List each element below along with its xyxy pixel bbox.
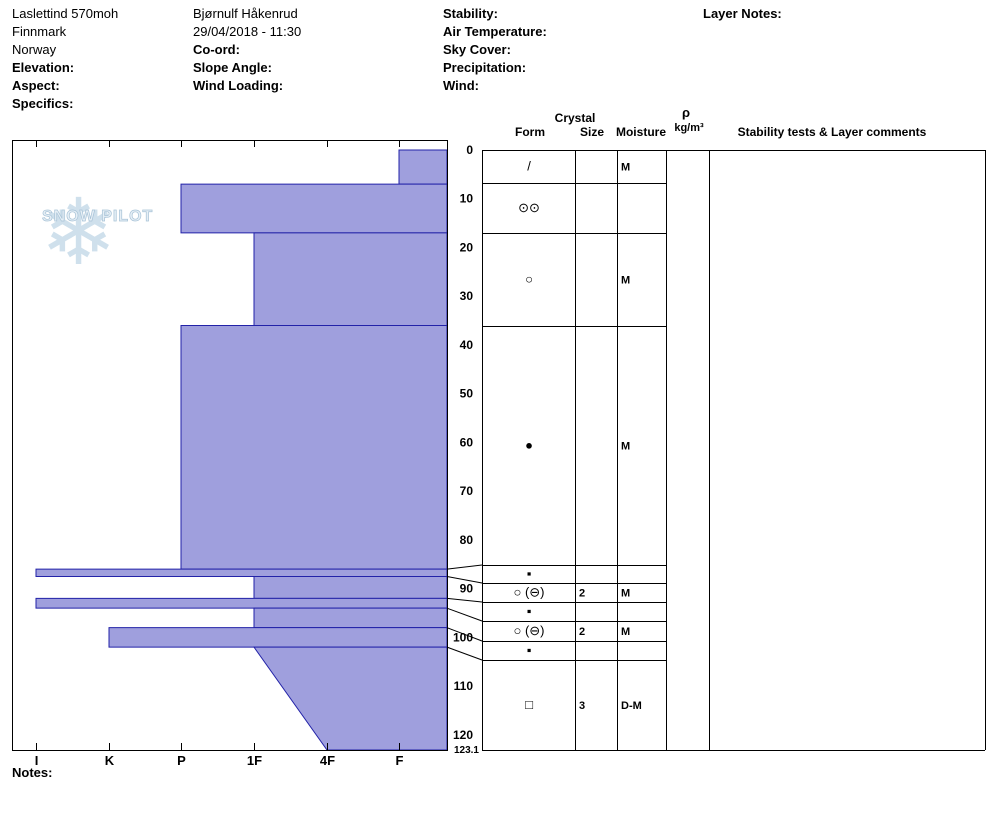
stability-tests-header: Stability tests & Layer comments <box>738 125 927 139</box>
depth-axis-label: 110 <box>454 679 474 693</box>
moisture-value: M <box>621 275 630 287</box>
depth-axis-label: 70 <box>460 484 474 498</box>
snow-layer-8 <box>108 627 448 648</box>
grain-size-value: 2 <box>579 588 585 600</box>
leader-line <box>446 646 483 661</box>
snow-layer-2 <box>253 232 448 326</box>
leader-line <box>446 575 483 584</box>
grain-form-symbol: ⊙⊙ <box>518 200 540 215</box>
notes-label: Notes: <box>12 765 53 780</box>
depth-axis-label: 120 <box>453 728 473 742</box>
hardness-axis-label: 1F <box>247 753 262 768</box>
site-region: Finnmark <box>12 24 67 39</box>
observer-name: Bjørnulf Håkenrud <box>193 6 298 21</box>
depth-axis-label: 50 <box>460 387 474 401</box>
snow-layer-5 <box>253 575 448 599</box>
wind-loading-label: Wind Loading: <box>193 78 284 93</box>
depth-axis-label: 30 <box>460 289 474 303</box>
density-header: ρ <box>682 105 690 120</box>
snow-layer-4 <box>35 568 448 577</box>
form-header: Form <box>515 125 545 139</box>
grain-form-symbol: □ <box>525 697 533 712</box>
thin-layer-leader-lines <box>446 564 483 661</box>
layer-notes-column: Layer Notes: <box>703 5 782 23</box>
grain-form-symbol: ○ <box>525 272 533 287</box>
grain-form-symbol: / <box>527 159 531 174</box>
coord-label: Co-ord: <box>193 42 240 57</box>
leader-line <box>446 627 483 642</box>
hardness-axis-label: 4F <box>320 753 335 768</box>
depth-axis-label: 90 <box>460 582 474 596</box>
wind-label: Wind: <box>443 78 479 93</box>
crystal-table: / M ⊙⊙ ○ M ● M ▪ ○ (⊖) 2 M ▪ ○ (⊖) 2 M ▪ □ 3 D-M <box>482 150 986 751</box>
stability-label: Stability: <box>443 6 498 21</box>
snow-layer-9 <box>253 646 448 751</box>
grain-form-symbol: ▪ <box>527 566 532 581</box>
grain-size-value: 2 <box>579 626 585 638</box>
observation-datetime: 29/04/2018 - 11:30 <box>193 24 302 39</box>
moisture-value: M <box>621 441 630 453</box>
depth-axis-label: 20 <box>460 240 474 254</box>
elevation-label: Elevation: <box>12 60 75 75</box>
conditions-column: Stability: Air Temperature: Sky Cover: P… <box>443 5 547 95</box>
leader-line <box>446 607 483 622</box>
precipitation-label: Precipitation: <box>443 60 527 75</box>
snow-layer-7 <box>253 607 448 629</box>
chart-axes: I K P 1F 4F F 0 10 20 30 40 50 60 70 80 90 100 110 120 123.… <box>12 140 479 768</box>
depth-axis-label: 80 <box>460 533 474 547</box>
depth-axis-label: 0 <box>466 143 473 157</box>
aspect-label: Aspect: <box>12 78 60 93</box>
size-header: Size <box>580 125 604 139</box>
watermark-brand: SNOW PILOT <box>42 208 153 225</box>
layer-notes-label: Layer Notes: <box>703 6 782 21</box>
site-info-column: Laslettind 570moh Finnmark Norway Elevat… <box>12 5 118 113</box>
snowflake-icon: ❄ <box>40 182 117 284</box>
hardness-axis-label: K <box>105 753 115 768</box>
snow-layer-6 <box>35 597 448 609</box>
chart-border <box>12 140 448 751</box>
depth-axis-label: 60 <box>460 435 474 449</box>
depth-axis-label: 10 <box>460 192 474 206</box>
moisture-header: Moisture <box>616 125 666 139</box>
leader-line <box>446 597 483 603</box>
moisture-value: M <box>621 588 630 600</box>
density-units-header: kg/m³ <box>674 122 704 134</box>
total-depth-label: 123.1 <box>454 745 479 756</box>
leader-line <box>446 564 483 570</box>
moisture-value: M <box>621 162 630 174</box>
hardness-axis-label: F <box>396 753 404 768</box>
grain-form-symbol: ○ (⊖) <box>513 585 544 600</box>
snow-layer-3 <box>180 324 448 570</box>
grain-form-symbol: ● <box>525 438 533 453</box>
sky-cover-label: Sky Cover: <box>443 42 511 57</box>
moisture-value: M <box>621 626 630 638</box>
site-country: Norway <box>12 42 57 57</box>
grain-size-value: 3 <box>579 700 585 712</box>
slope-angle-label: Slope Angle: <box>193 60 272 75</box>
site-name: Laslettind 570moh <box>12 6 119 21</box>
snow-layer-0 <box>398 149 448 185</box>
grain-form-symbol: ▪ <box>527 604 532 619</box>
hardness-axis-label: P <box>177 753 186 768</box>
depth-axis-label: 100 <box>453 630 473 644</box>
moisture-value: D-M <box>621 700 642 712</box>
grain-form-symbol: ○ (⊖) <box>513 623 544 638</box>
crystal-header: Crystal <box>555 111 596 125</box>
hardness-axis-label: I <box>35 753 39 768</box>
grain-form-symbol: ▪ <box>527 643 532 658</box>
specifics-label: Specifics: <box>12 96 74 111</box>
depth-axis-label: 40 <box>460 338 474 352</box>
snow-layer-1 <box>180 183 448 234</box>
observer-info-column: Bjørnulf Håkenrud 29/04/2018 - 11:30 Co-… <box>193 5 301 95</box>
air-temperature-label: Air Temperature: <box>443 24 547 39</box>
